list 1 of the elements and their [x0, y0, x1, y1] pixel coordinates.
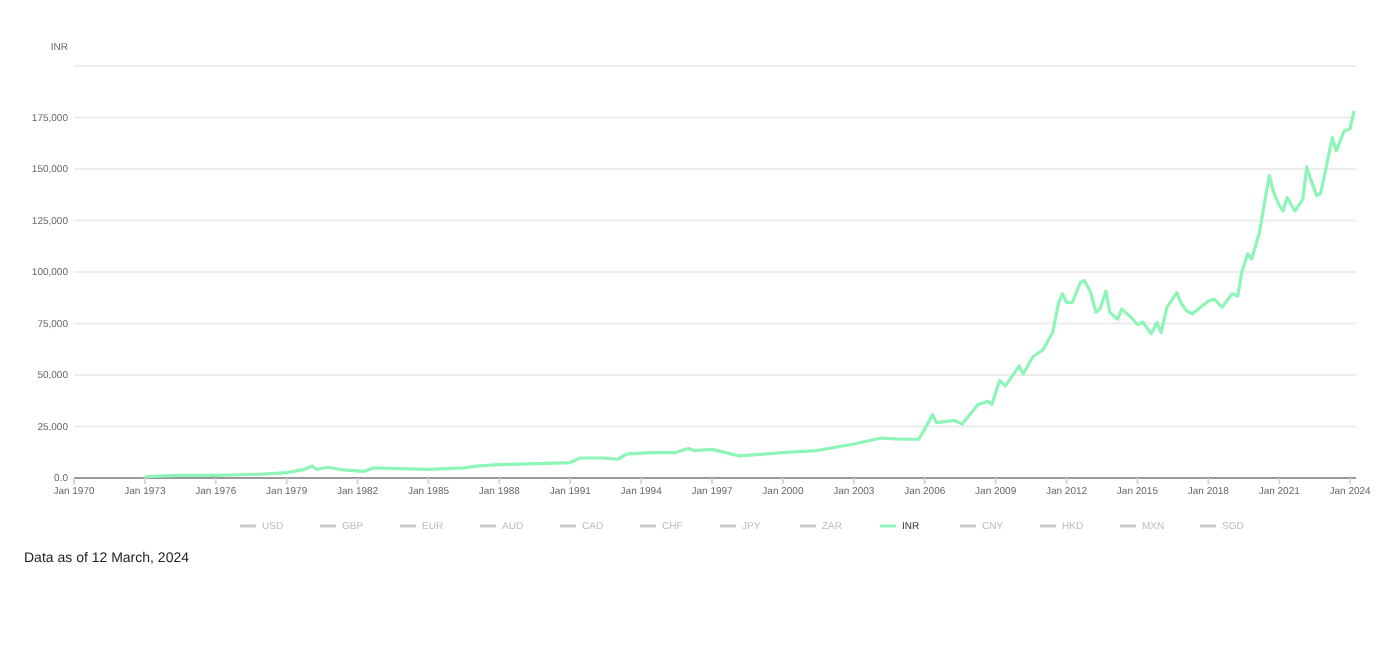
line-series — [143, 109, 1356, 479]
